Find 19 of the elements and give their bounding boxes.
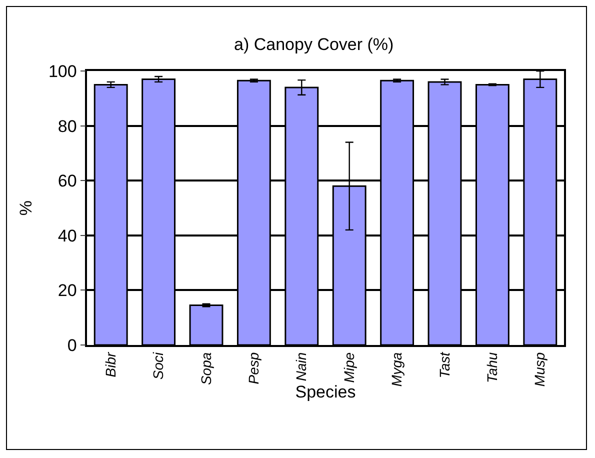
y-tick-label: 60 — [58, 172, 77, 191]
y-tick-label: 80 — [58, 116, 77, 136]
y-tick-label: 0 — [67, 336, 77, 355]
x-tick-label: Tahu — [484, 352, 500, 383]
y-axis-title: % — [16, 200, 36, 216]
x-tick-label: Tast — [436, 351, 452, 378]
x-tick-label: Bibr — [102, 351, 118, 378]
y-tick-label: 40 — [58, 226, 77, 246]
x-tick-label: Sopa — [198, 352, 214, 386]
chart-title: a) Canopy Cover (%) — [234, 34, 394, 54]
y-tick-label: 20 — [58, 281, 77, 300]
x-axis-title: Species — [295, 382, 356, 402]
x-tick-label: Pesp — [246, 352, 262, 384]
x-tick-label: Myga — [388, 352, 405, 387]
x-tick-label: Mipe — [340, 352, 357, 383]
x-tick-label: Musp — [532, 352, 548, 387]
x-tick-label: Nain — [293, 352, 310, 382]
x-tick-label: Soci — [150, 351, 166, 380]
y-tick-label: 100 — [48, 62, 77, 81]
